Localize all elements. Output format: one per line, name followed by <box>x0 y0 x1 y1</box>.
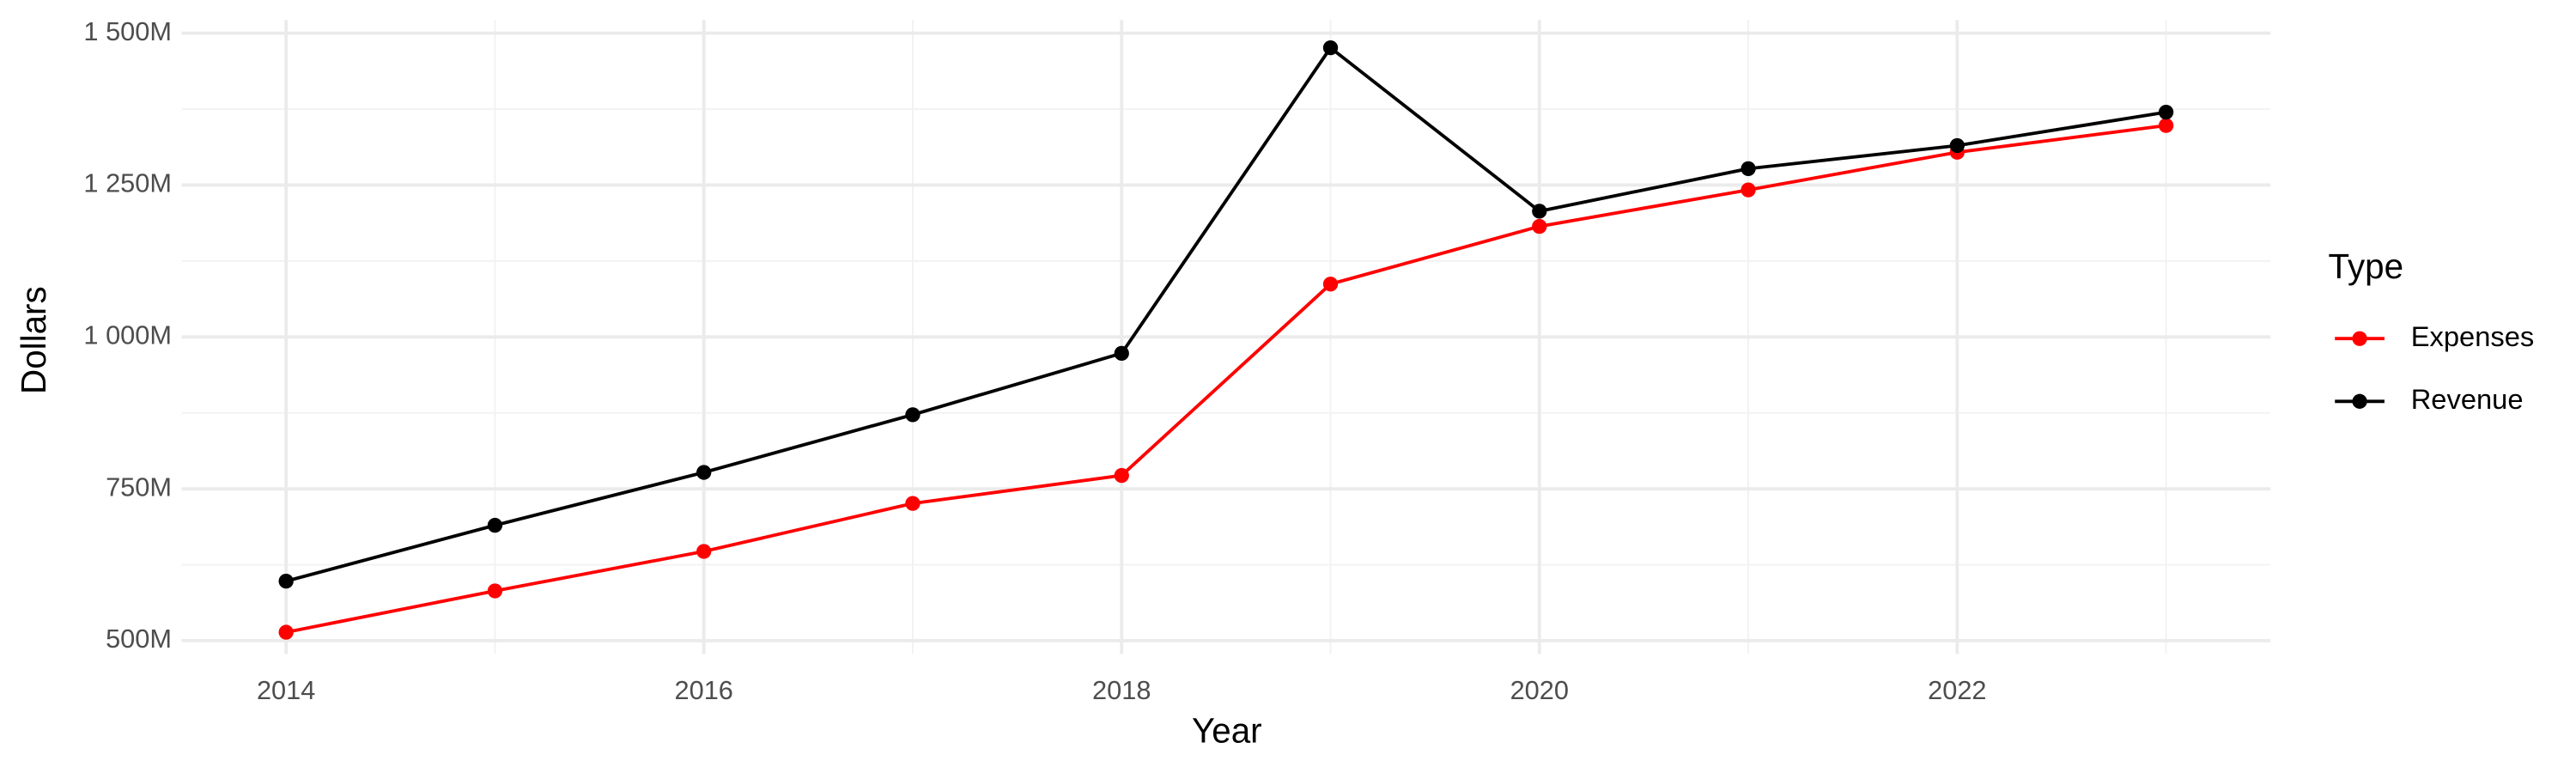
data-point <box>1532 218 1547 234</box>
plot <box>278 40 2174 640</box>
legend-swatch <box>2352 331 2367 346</box>
data-point <box>1322 40 1339 56</box>
x-tick-label: 2020 <box>1510 675 1569 705</box>
data-point <box>1532 204 1547 219</box>
legend: Expenses Revenue <box>2335 320 2534 415</box>
x-tick-label: 2018 <box>1092 675 1151 705</box>
data-point <box>905 407 920 423</box>
y-tick-label: 500M <box>106 624 172 654</box>
legend-label: Expenses <box>2411 320 2535 352</box>
x-tick-label: 2014 <box>257 675 315 705</box>
data-point <box>1322 277 1339 292</box>
y-tick-label: 750M <box>106 472 172 502</box>
data-point <box>905 496 920 511</box>
y-tick-label: 1 000M <box>83 320 172 350</box>
data-point <box>1741 182 1756 198</box>
y-tick-label: 1 500M <box>83 16 172 46</box>
data-point <box>2158 104 2174 120</box>
data-point <box>1114 345 1129 362</box>
data-point <box>278 574 294 589</box>
data-point <box>1741 161 1756 177</box>
grid <box>181 20 2271 654</box>
data-point <box>487 583 503 599</box>
data-point <box>1114 467 1129 484</box>
legend-label: Revenue <box>2411 383 2524 415</box>
series-line <box>285 124 2166 634</box>
data-point <box>696 465 712 480</box>
legend-title: Type <box>2329 247 2404 286</box>
series-line <box>285 45 2166 583</box>
data-point <box>487 517 503 533</box>
x-tick-label: 2016 <box>675 675 733 705</box>
y-tick-label: 1 250M <box>83 168 172 198</box>
y-axis-title: Dollars <box>14 286 53 394</box>
x-axis-title: Year <box>1192 711 1262 751</box>
data-point <box>1949 137 1965 154</box>
x-tick-label: 2022 <box>1928 675 1986 705</box>
data-point <box>278 624 294 640</box>
legend-swatch <box>2352 393 2367 409</box>
data-point <box>696 544 712 559</box>
data-point <box>2158 118 2174 133</box>
